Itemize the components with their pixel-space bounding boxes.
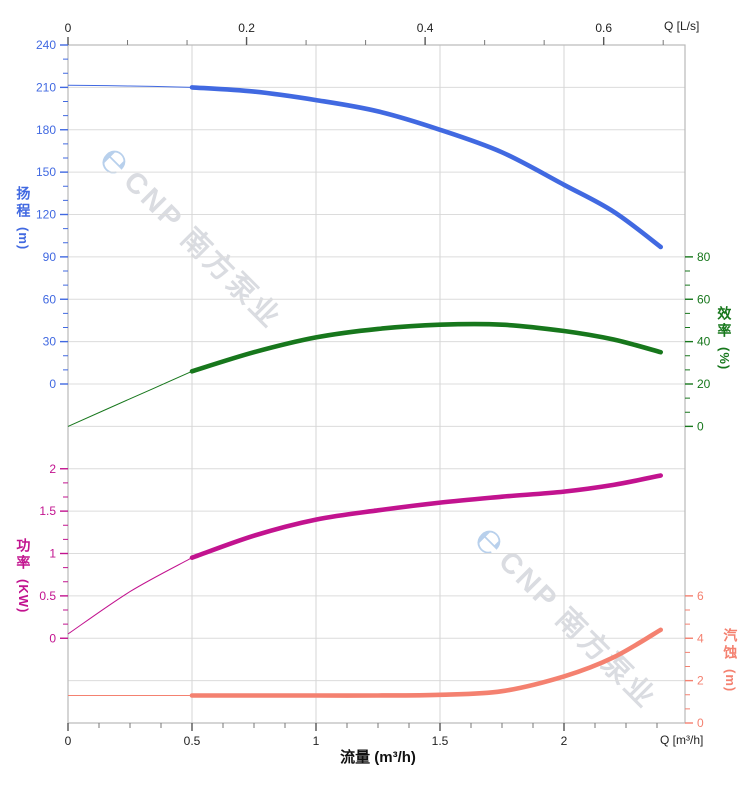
head-axis-unit: (m) — [15, 227, 31, 251]
svg-text:0: 0 — [697, 716, 704, 730]
power-axis-title: 功率 (KW) — [15, 538, 32, 614]
svg-text:60: 60 — [697, 292, 711, 306]
svg-text:0.4: 0.4 — [417, 21, 434, 35]
svg-text:210: 210 — [36, 80, 56, 94]
svg-text:1.5: 1.5 — [39, 504, 56, 518]
svg-text:0.5: 0.5 — [39, 589, 56, 603]
svg-text:60: 60 — [43, 292, 57, 306]
svg-text:0: 0 — [65, 21, 72, 35]
efficiency-axis-title: 效率 (%) — [716, 306, 733, 371]
svg-text:20: 20 — [697, 377, 711, 391]
svg-text:30: 30 — [43, 335, 57, 349]
svg-text:0: 0 — [65, 734, 72, 748]
flow-axis-title: 流量 (m³/h) — [340, 749, 416, 766]
head-axis-title: 扬程 (m) — [15, 186, 32, 251]
npsh-axis-title: 汽蚀 (m) — [722, 628, 739, 693]
top-axis-unit-label: Q [L/s] — [664, 19, 700, 33]
svg-text:1: 1 — [49, 547, 56, 561]
svg-text:80: 80 — [697, 250, 711, 264]
power-axis-unit: (KW) — [15, 579, 31, 614]
npsh-axis-title-text: 汽蚀 — [722, 628, 739, 662]
svg-text:4: 4 — [697, 631, 704, 645]
svg-text:0.5: 0.5 — [184, 734, 201, 748]
npsh-axis-unit: (m) — [722, 669, 738, 693]
svg-text:90: 90 — [43, 250, 57, 264]
power-axis-title-text: 功率 — [15, 538, 32, 572]
svg-text:120: 120 — [36, 208, 56, 222]
svg-text:2: 2 — [561, 734, 568, 748]
svg-text:0.2: 0.2 — [238, 21, 255, 35]
bottom-axis-unit-label: Q [m³/h] — [660, 733, 704, 747]
efficiency-axis-unit: (%) — [716, 347, 732, 371]
svg-text:180: 180 — [36, 123, 56, 137]
svg-text:40: 40 — [697, 335, 711, 349]
svg-text:240: 240 — [36, 38, 56, 52]
svg-text:1.5: 1.5 — [432, 734, 449, 748]
svg-text:6: 6 — [697, 589, 704, 603]
efficiency-axis-title-text: 效率 — [716, 306, 733, 340]
svg-text:150: 150 — [36, 165, 56, 179]
svg-text:2: 2 — [49, 462, 56, 476]
svg-text:0.6: 0.6 — [595, 21, 612, 35]
svg-text:0: 0 — [697, 419, 704, 433]
head-axis-title-text: 扬程 — [15, 186, 32, 220]
svg-text:1: 1 — [313, 734, 320, 748]
svg-text:2: 2 — [697, 674, 704, 688]
svg-text:0: 0 — [49, 631, 56, 645]
svg-text:0: 0 — [49, 377, 56, 391]
